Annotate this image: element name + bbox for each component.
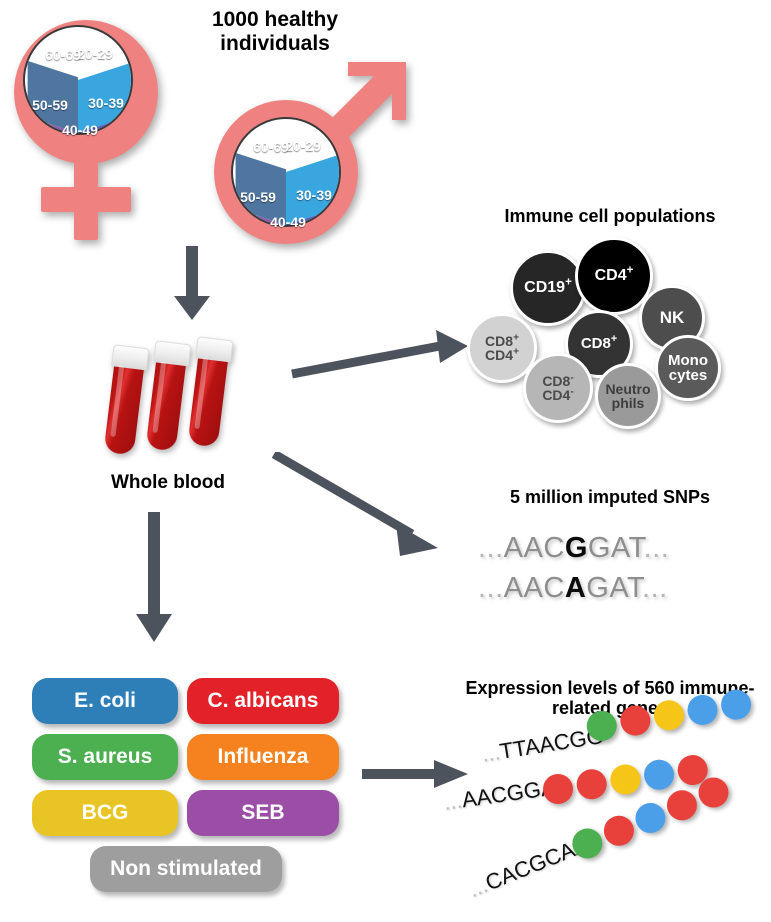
arrow-stimuli-to-expression (362, 758, 472, 792)
blood-tube (103, 344, 150, 456)
stimulus-seb[interactable]: SEB (187, 790, 339, 836)
stimulus-influenza[interactable]: Influenza (187, 734, 339, 780)
male-pie-label-50-59: 50-59 (240, 189, 276, 205)
cell-label: CD4+ (594, 264, 634, 284)
male-pie-label-40-49: 40-49 (270, 214, 306, 230)
female-pie-label-40-49: 40-49 (62, 122, 98, 138)
snp-sequences: ...AACGGAT... ...AACAGAT... (478, 532, 758, 622)
cell-label: CD8+ (580, 333, 618, 353)
stimuli-panel: E. coli C. albicans S. aureus Influenza … (32, 678, 342, 898)
cell-monocytes: Mono cytes (655, 335, 721, 401)
page-title: 1000 healthy individuals (211, 8, 339, 55)
snp-sequence-line: ...AACAGAT... (478, 572, 668, 604)
whole-blood-label: Whole blood (111, 472, 225, 493)
male-age-pie (231, 117, 341, 227)
cell-label: CD19+ (524, 276, 572, 296)
blood-tube (145, 340, 192, 452)
gene-bead (662, 785, 702, 825)
male-pie-label-60-69: 60-69 (253, 139, 289, 155)
female-pie-label-60-69: 60-69 (45, 47, 81, 63)
blood-tube (187, 336, 234, 448)
gene-bead (642, 757, 676, 792)
cell-cd19-positive: CD19+ (510, 250, 586, 326)
arrow-blood-to-stimuli (132, 512, 176, 644)
gene-bead (608, 762, 643, 797)
female-pie-label-20-29: 20-29 (77, 46, 113, 62)
cell-cd8-negative-cd4-negative: CD8- CD4- (523, 353, 593, 423)
cell-label: CD8- CD4- (542, 372, 574, 403)
snps-section-title: 5 million imputed SNPs (509, 487, 711, 507)
stimulus-label: C. albicans (207, 689, 319, 712)
stimulus-c-albicans[interactable]: C. albicans (187, 678, 339, 724)
snp-sequence-line: ...AACGGAT... (478, 532, 670, 564)
gene-bead (630, 798, 670, 838)
arrow-blood-to-immune-cells (290, 330, 470, 382)
female-pie-label-30-39: 30-39 (88, 95, 124, 111)
whole-blood-tubes (103, 336, 260, 468)
immune-cell-cluster: CD19+ CD4+ NK CD8+ CD4+ CD8+ Mono cytes CD… (455, 235, 755, 429)
stimulus-e-coli[interactable]: E. coli (32, 678, 178, 724)
stimulus-label: Influenza (217, 745, 309, 768)
cell-cd8-positive-cd4-positive: CD8+ CD4+ (467, 313, 537, 383)
arrow-blood-to-snps (272, 452, 452, 562)
stimulus-non-stimulated[interactable]: Non stimulated (90, 846, 282, 892)
stimulus-label: SEB (241, 801, 285, 824)
female-pie-label-50-59: 50-59 (32, 97, 68, 113)
male-pie-label-20-29: 20-29 (285, 138, 321, 154)
cell-label: Neutro phils (605, 380, 651, 411)
stimulus-label: BCG (81, 801, 129, 824)
gene-bead (574, 767, 609, 802)
cell-label: CD8+ CD4+ (485, 332, 519, 363)
stimulus-label: Non stimulated (110, 857, 262, 880)
gene-bead (599, 811, 639, 851)
female-age-pie (23, 25, 133, 135)
expression-strands: ...TTAACGG ...AACGGAT ...CACGCAA (442, 687, 771, 920)
stimulus-bcg[interactable]: BCG (32, 790, 178, 836)
cell-neutrophils: Neutro phils (595, 363, 661, 429)
cell-label: NK (659, 308, 685, 328)
stimulus-label: E. coli (74, 689, 136, 712)
stimulus-s-aureus[interactable]: S. aureus (32, 734, 178, 780)
arrow-cohort-to-blood (170, 246, 214, 322)
stimulus-label: S. aureus (57, 745, 153, 768)
male-pie-label-30-39: 30-39 (296, 187, 332, 203)
immune-section-title: Immune cell populations (504, 206, 716, 226)
cell-label: Mono cytes (668, 351, 708, 384)
cell-cd4-positive: CD4+ (575, 237, 653, 315)
